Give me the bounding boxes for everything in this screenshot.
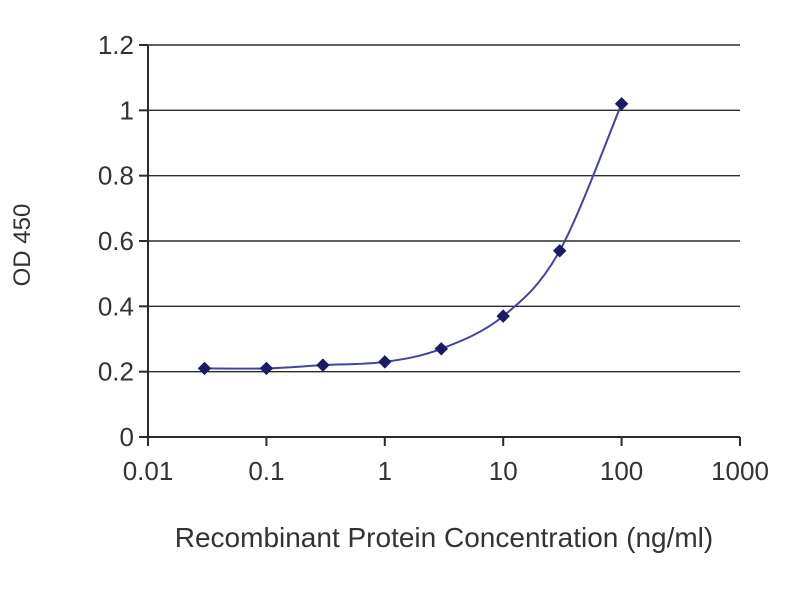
x-tick-label: 1000 — [711, 456, 769, 486]
data-point-marker — [496, 309, 510, 323]
data-point-marker — [316, 358, 330, 372]
x-tick-label: 10 — [489, 456, 518, 486]
y-tick-label: 0.8 — [98, 161, 134, 191]
x-tick-label: 0.1 — [248, 456, 284, 486]
x-tick-label: 100 — [600, 456, 643, 486]
y-tick-label: 0.4 — [98, 291, 134, 321]
data-point-marker — [378, 355, 392, 369]
data-point-marker — [552, 244, 567, 258]
data-point-marker — [614, 97, 629, 111]
y-tick-label: 1.2 — [98, 30, 134, 60]
y-tick-label: 1 — [120, 95, 134, 125]
chart-plot-area: 0 0.2 0.4 0.6 0.8 1 1.2 0.01 0.1 1 10 100 1000 — [98, 30, 769, 486]
data-point-marker — [197, 361, 212, 376]
x-axis-title: Recombinant Protein Concentration (ng/ml… — [175, 522, 713, 553]
x-tick-label: 0.01 — [123, 456, 174, 486]
series-line — [204, 103, 623, 370]
data-point-marker — [259, 361, 274, 376]
y-tick-label: 0.2 — [98, 357, 134, 387]
y-tick-label: 0 — [120, 422, 134, 452]
y-tick-label: 0.6 — [98, 226, 134, 256]
x-tick-label: 1 — [378, 456, 392, 486]
y-axis-title: OD 450 — [9, 204, 36, 287]
data-point-marker — [434, 342, 448, 356]
